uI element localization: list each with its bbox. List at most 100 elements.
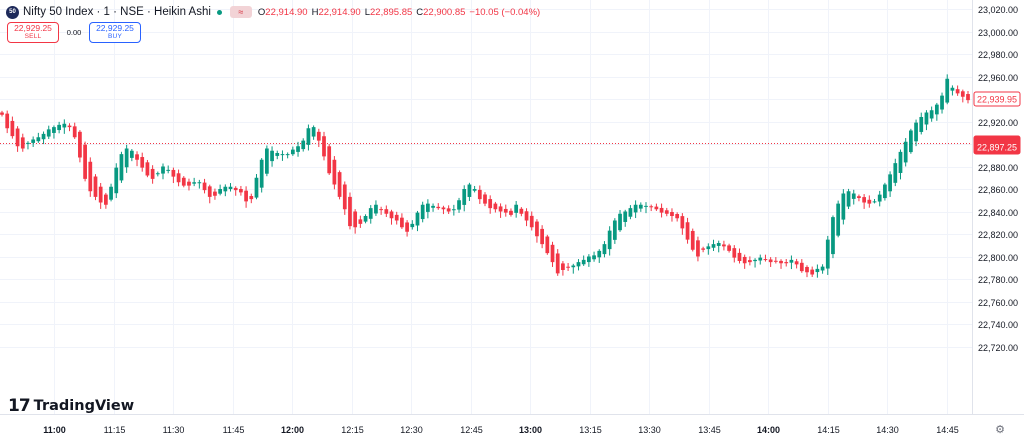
tradingview-logo[interactable]: 17 TradingView (8, 396, 134, 416)
candle-body (358, 219, 363, 224)
candle (649, 204, 654, 212)
candle-body (883, 184, 887, 199)
candle (20, 133, 25, 152)
candle (15, 126, 20, 152)
candle (914, 119, 918, 147)
candle (607, 226, 612, 256)
candle (758, 254, 763, 265)
candle-body (368, 208, 373, 219)
candle (753, 258, 757, 268)
candle (773, 257, 778, 264)
candle (805, 265, 809, 278)
candle-body (213, 191, 217, 196)
candle-body (62, 123, 67, 128)
x-tick-label: 14:30 (876, 425, 899, 435)
candle-body (218, 189, 222, 194)
candle-body (436, 206, 441, 209)
candle (135, 151, 139, 167)
candle (78, 130, 82, 163)
candle-body (716, 243, 721, 246)
candle (426, 199, 430, 219)
candle-body (290, 149, 295, 155)
candle (337, 170, 342, 200)
candle (181, 176, 186, 188)
time-axis[interactable]: 11:00 11:15 11:30 11:45 12:00 12:15 12:30 12:45… (0, 414, 1024, 436)
candle (394, 211, 399, 225)
candle-body (311, 127, 316, 137)
candle (140, 152, 145, 172)
candle-body (301, 140, 306, 150)
candle (597, 249, 602, 263)
candle (41, 131, 46, 145)
candle (587, 254, 591, 267)
candle (249, 193, 254, 204)
candle-body (555, 253, 560, 274)
candle-body (57, 124, 61, 131)
candle (540, 225, 544, 249)
candle (903, 138, 908, 167)
candle (311, 125, 316, 140)
x-tick-label: 11:30 (163, 425, 185, 435)
candle (716, 240, 721, 253)
buy-button[interactable]: 22,929.25 BUY (89, 22, 141, 43)
candle (748, 256, 752, 266)
open-value: 22,914.90 (265, 6, 308, 18)
candle (342, 181, 347, 215)
candle-body (914, 122, 918, 142)
candle-body (124, 148, 129, 168)
candle (592, 251, 596, 262)
y-tick-label: 22,880.00 (978, 163, 1018, 173)
x-tick-label: 13:30 (638, 425, 661, 435)
y-tick-label: 22,920.00 (978, 118, 1018, 128)
candle (244, 186, 248, 208)
candle (535, 219, 539, 243)
sell-button[interactable]: 22,929.25 SELL (7, 22, 59, 43)
high-value: 22,914.90 (318, 6, 361, 18)
candle-body (675, 214, 680, 219)
candle (831, 215, 835, 259)
candle (644, 202, 648, 214)
candle (955, 85, 960, 96)
candle (706, 243, 711, 255)
candle-body (519, 208, 524, 214)
candle-body (72, 126, 77, 138)
candle-body (197, 182, 202, 184)
candle (104, 192, 108, 209)
candle-body (176, 173, 181, 183)
candle-body (680, 216, 685, 229)
candle-body (207, 186, 212, 197)
candle (893, 158, 898, 187)
ohlc-values: O22,914.90 H22,914.90 L22,895.85 C22,900… (258, 7, 540, 18)
candle (488, 195, 493, 214)
gear-icon[interactable]: ⚙ (995, 423, 1005, 436)
candle (898, 149, 903, 180)
heikin-ashi-toggle[interactable]: ≈ (229, 6, 252, 18)
y-tick-label: 22,800.00 (978, 253, 1018, 263)
close-value: 22,900.85 (423, 6, 466, 18)
candle (690, 228, 695, 252)
candle-body (592, 255, 596, 260)
candle (270, 146, 274, 167)
candle (960, 89, 965, 103)
candle-body (789, 259, 794, 263)
candle (431, 203, 435, 212)
candle (789, 255, 794, 270)
candle-body (26, 142, 30, 144)
candle (36, 132, 41, 143)
candle-body (550, 244, 555, 263)
price-axis[interactable]: 23,020.00 23,000.00 22,980.00 22,960.00 22,9… (972, 0, 1019, 414)
candle (93, 174, 98, 201)
candle-body (10, 120, 15, 137)
candle (763, 254, 768, 262)
candle (223, 184, 228, 197)
symbol-title[interactable]: Nifty 50 Index · 1 · NSE · Heikin Ashi (23, 6, 211, 18)
candle (561, 261, 565, 276)
candle (187, 178, 191, 191)
candle-body (737, 252, 742, 261)
candle-body (535, 221, 539, 237)
y-tick-label: 22,820.00 (978, 230, 1018, 240)
candle-body (259, 159, 264, 188)
candle-body (825, 239, 830, 269)
candle-body (342, 184, 347, 210)
